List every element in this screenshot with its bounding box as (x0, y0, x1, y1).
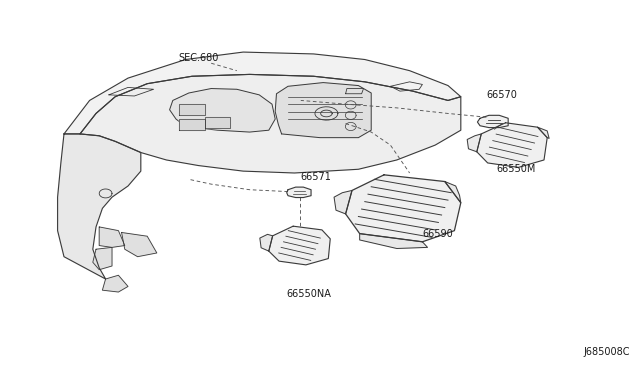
Polygon shape (269, 226, 330, 265)
Polygon shape (334, 190, 352, 214)
Text: 66550NA: 66550NA (287, 289, 332, 299)
Polygon shape (179, 119, 205, 130)
Polygon shape (360, 234, 428, 248)
Text: 66590: 66590 (422, 229, 453, 239)
Polygon shape (467, 134, 481, 152)
Polygon shape (93, 247, 112, 270)
Polygon shape (275, 83, 371, 138)
Polygon shape (170, 89, 275, 132)
Text: SEC.680: SEC.680 (178, 53, 218, 63)
Polygon shape (538, 127, 549, 138)
Polygon shape (179, 104, 205, 115)
Polygon shape (477, 115, 508, 128)
Polygon shape (260, 234, 273, 251)
Polygon shape (346, 175, 461, 242)
Polygon shape (102, 275, 128, 292)
Text: 66550M: 66550M (496, 164, 536, 174)
Polygon shape (477, 123, 547, 167)
Polygon shape (80, 74, 461, 173)
Polygon shape (205, 117, 230, 128)
Polygon shape (122, 232, 157, 257)
Polygon shape (287, 187, 311, 198)
Text: J685008C: J685008C (584, 347, 630, 357)
Polygon shape (58, 134, 141, 279)
Text: 66570: 66570 (486, 90, 517, 100)
Polygon shape (445, 182, 461, 203)
Polygon shape (99, 227, 125, 247)
Text: 66571: 66571 (301, 172, 332, 182)
Polygon shape (64, 52, 461, 134)
